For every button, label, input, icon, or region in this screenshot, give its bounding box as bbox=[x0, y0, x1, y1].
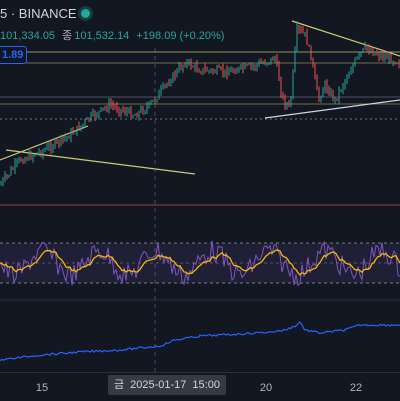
ohlc-values: 101,334.05 종 101,532.14 +198.09 (+0.20%) bbox=[0, 27, 224, 43]
obv-line bbox=[0, 321, 400, 362]
time-axis[interactable]: 15 20 22 bbox=[0, 372, 400, 401]
price-input-tag[interactable]: 1.89 bbox=[0, 46, 27, 64]
crosshair-day: 금 bbox=[114, 379, 125, 391]
price-candles[interactable] bbox=[0, 21, 400, 187]
rsi-pane[interactable] bbox=[0, 240, 400, 287]
close-label: 종 bbox=[62, 30, 73, 42]
legend-header: 5 · BINANCE 101,334.05 종 101,532.14 +198.… bbox=[0, 0, 400, 64]
crosshair-date: 2025-01-17 bbox=[130, 379, 187, 391]
time-tick: 22 bbox=[349, 382, 363, 394]
rsi-ma-line bbox=[0, 249, 400, 276]
time-tick: 20 bbox=[259, 382, 273, 394]
close-value: 101,532.14 bbox=[74, 30, 130, 42]
crosshair-time: 15:00 bbox=[192, 379, 220, 391]
crosshair-time-label: 금 2025-01-17 15:00 bbox=[108, 375, 226, 395]
status-dot-icon bbox=[81, 9, 90, 18]
change-value: +198.09 (+0.20%) bbox=[136, 30, 225, 42]
rsi-line bbox=[0, 240, 400, 287]
symbol-title[interactable]: 5 · BINANCE bbox=[0, 6, 77, 21]
horizontal-levels bbox=[0, 51, 400, 206]
time-tick: 15 bbox=[35, 382, 49, 394]
low-value: 101,334.05 bbox=[0, 30, 56, 42]
